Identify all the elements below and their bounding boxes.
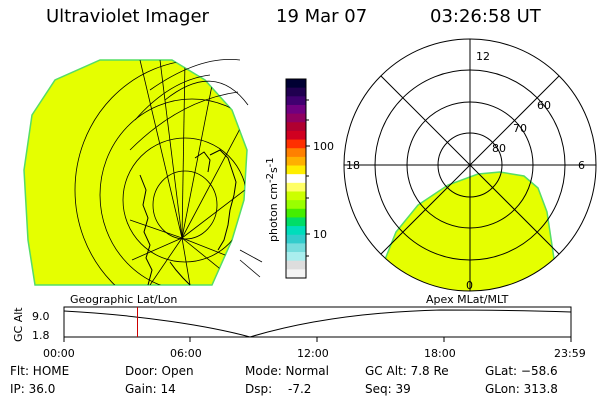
color-scale-segment xyxy=(286,130,306,141)
timeline-frame xyxy=(63,306,572,338)
color-scale-unit: photon cm-2s-1 xyxy=(265,157,280,242)
timeline-y-tick-low: 1.8 xyxy=(32,329,50,342)
color-scale-segment xyxy=(286,87,306,97)
timeline-x-tick-1800: 18:00 xyxy=(424,347,456,360)
outer-grid-lines xyxy=(129,59,263,278)
flight-status: Flt: HOME xyxy=(10,364,70,378)
color-scale-ticks xyxy=(306,99,310,257)
color-scale-segment xyxy=(286,96,306,106)
color-scale-segment xyxy=(286,200,306,210)
color-scale-segment xyxy=(286,113,306,123)
ip-value: IP: 36.0 xyxy=(10,382,56,396)
timeline-left-label: Geographic Lat/Lon xyxy=(70,293,177,306)
timeline-right-label: Apex MLat/MLT xyxy=(426,293,509,306)
color-scale-frame xyxy=(285,78,307,279)
mlat-label-60: 60 xyxy=(537,99,551,112)
color-scale-segment xyxy=(286,260,306,270)
color-scale-segment xyxy=(286,217,306,227)
polar-plot: 12 18 6 0 60 70 80 xyxy=(343,38,597,292)
coastlines xyxy=(139,149,237,286)
auroral-emission-region xyxy=(23,59,248,286)
color-scale-segment xyxy=(286,165,306,175)
color-scale-segment xyxy=(286,122,306,132)
color-scale-segment xyxy=(286,234,306,244)
color-scale-segment xyxy=(286,252,306,262)
color-scale-segment xyxy=(286,79,306,89)
mode-status: Mode: Normal xyxy=(245,364,329,378)
mlt-label-0: 0 xyxy=(466,279,473,292)
altitude-curve xyxy=(63,309,572,338)
color-scale-bar xyxy=(286,79,306,279)
timeline-axis-title: GC Alt xyxy=(12,307,25,342)
door-status: Door: Open xyxy=(125,364,194,378)
timeline-x-tick-0600: 06:00 xyxy=(170,347,202,360)
instrument-title: Ultraviolet Imager xyxy=(46,6,209,27)
altitude-timeline: Geographic Lat/Lon Apex MLat/MLT GC Alt … xyxy=(12,293,586,360)
geographic-longitude: GLon: 313.8 xyxy=(485,382,558,396)
timeline-x-tick-2359: 23:59 xyxy=(554,347,586,360)
color-scale-segment xyxy=(286,148,306,158)
sequence-number: Seq: 39 xyxy=(365,382,411,396)
dsp-value: -7.2 xyxy=(288,382,312,396)
color-scale-segment xyxy=(286,182,306,193)
mlt-label-6: 6 xyxy=(578,159,585,172)
date-label: 19 Mar 07 xyxy=(276,6,368,27)
color-scale-segment xyxy=(286,104,306,115)
earth-image xyxy=(23,59,263,286)
color-scale-segment xyxy=(286,243,306,253)
timeline-x-tick-0000: 00:00 xyxy=(43,347,75,360)
gc-altitude: GC Alt: 7.8 Re xyxy=(365,364,449,378)
geographic-latitude: GLat: −58.6 xyxy=(485,364,558,378)
mlat-label-70: 70 xyxy=(513,122,527,135)
mlt-label-18: 18 xyxy=(346,159,360,172)
color-scale-tick-100: 100 xyxy=(313,140,334,153)
timeline-x-tick-1200: 12:00 xyxy=(297,347,329,360)
time-label: 03:26:58 UT xyxy=(430,6,541,27)
dsp-label: Dsp: xyxy=(245,382,273,396)
timeline-y-tick-high: 9.0 xyxy=(32,310,50,323)
mlat-label-80: 80 xyxy=(492,142,506,155)
color-scale-tick-10: 10 xyxy=(313,228,327,241)
color-scale-segment xyxy=(286,156,306,167)
color-scale-segment xyxy=(286,269,306,279)
color-scale-segment xyxy=(286,174,306,184)
color-scale-segment xyxy=(286,226,306,236)
color-scale-segment xyxy=(286,208,306,219)
mlt-label-12: 12 xyxy=(476,50,490,63)
geographic-grid xyxy=(74,60,247,285)
color-scale-segment xyxy=(286,139,306,149)
color-scale-segment xyxy=(286,191,306,201)
gain-value: Gain: 14 xyxy=(125,382,176,396)
